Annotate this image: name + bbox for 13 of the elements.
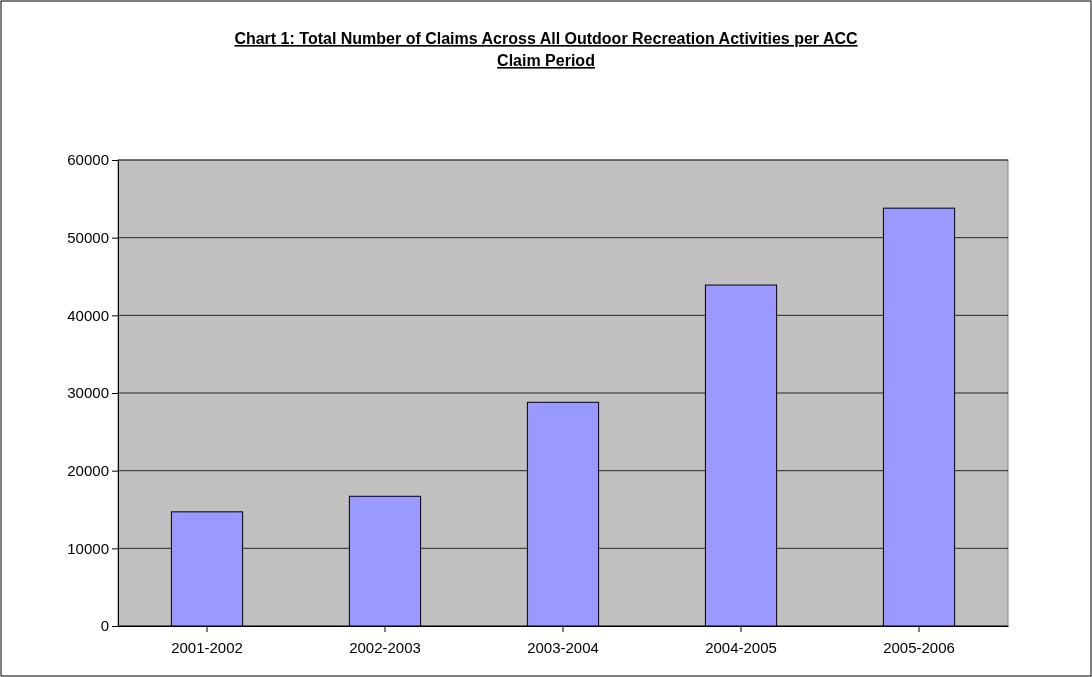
y-tick-label: 40000 — [67, 306, 109, 324]
x-tick-label: 2003-2004 — [527, 639, 599, 656]
chart-title: Chart 1: Total Number of Claims Across All Outdoor Recreation Activities per ACC Claim Period — [234, 30, 859, 69]
x-tick-label: 2001-2002 — [171, 639, 243, 656]
y-tick-label: 50000 — [67, 228, 109, 246]
y-tick-label: 0 — [100, 617, 109, 635]
y-tick-label: 20000 — [67, 461, 109, 479]
x-tick-label: 2005-2006 — [883, 639, 955, 656]
x-tick-label: 2002-2003 — [349, 639, 421, 656]
y-tick-label: 60000 — [67, 151, 109, 169]
y-tick-label: 30000 — [67, 384, 109, 402]
x-tick-label: 2004-2005 — [705, 639, 777, 656]
y-tick-label: 10000 — [67, 539, 109, 557]
